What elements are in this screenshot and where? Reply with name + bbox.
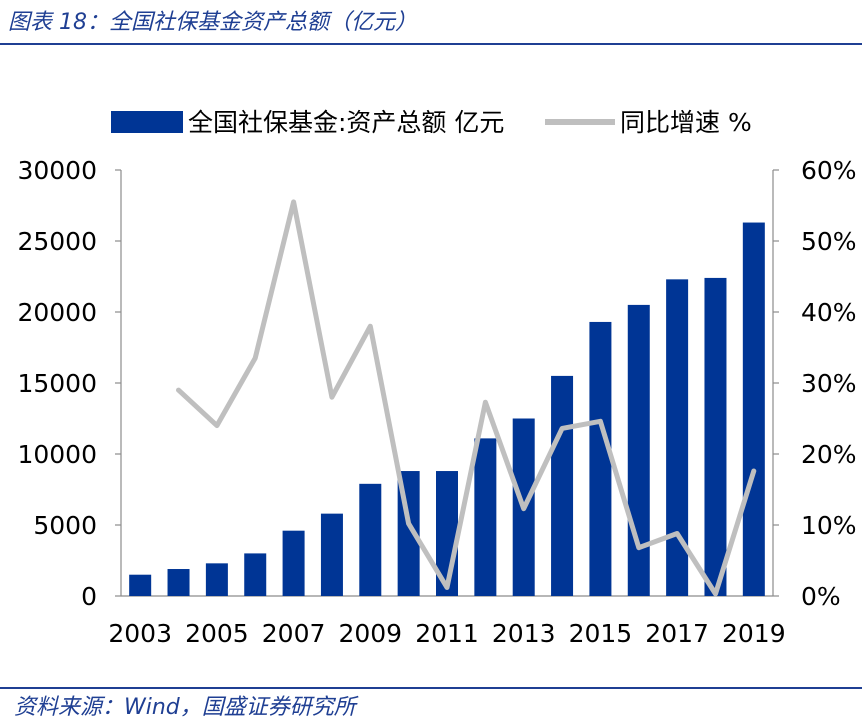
combo-chart: 全国社保基金:资产总额 亿元 同比增速 % 2003 2005 2007 2009 20… xyxy=(17,108,857,648)
y-left-tick-label: 30000 xyxy=(17,156,97,185)
y-right-tick-label: 20% xyxy=(801,440,857,469)
bar-2004 xyxy=(167,569,190,596)
x-tick-label: 2007 xyxy=(262,619,326,648)
bar-2018 xyxy=(704,277,727,596)
x-tick-label: 2017 xyxy=(645,619,709,648)
y-left-tick-label: 0 xyxy=(81,582,97,611)
y-left-tick-label: 15000 xyxy=(17,369,97,398)
y-left-tick-label: 10000 xyxy=(17,440,97,469)
y-right-tick-label: 60% xyxy=(801,156,857,185)
y-right-tick-label: 0% xyxy=(801,582,841,611)
source-divider xyxy=(0,687,862,689)
bar-2012 xyxy=(474,438,497,596)
chart-title: 图表 18：全国社保基金资产总额（亿元） xyxy=(8,10,417,35)
bar-2015 xyxy=(589,321,612,596)
x-tick-label: 2013 xyxy=(492,619,556,648)
x-tick-label: 2005 xyxy=(185,619,249,648)
bar-2006 xyxy=(244,553,267,596)
x-tick-label: 2009 xyxy=(338,619,402,648)
title-divider xyxy=(0,43,862,45)
y-right-tick-label: 10% xyxy=(801,511,857,540)
x-tick-label: 2011 xyxy=(415,619,479,648)
legend-line-label: 同比增速 % xyxy=(620,108,752,137)
growth-rate-line xyxy=(176,199,757,597)
x-tick-label: 2003 xyxy=(108,619,172,648)
y-left-tick-label: 5000 xyxy=(33,511,97,540)
y-right-tick-label: 50% xyxy=(801,227,857,256)
x-tick-label: 2015 xyxy=(569,619,633,648)
legend-bar-swatch xyxy=(111,111,183,133)
bar-2017 xyxy=(666,279,689,596)
x-axis-ticks: 2003 2005 2007 2009 2011 2013 2015 2017 2019 xyxy=(108,619,785,648)
x-tick-label: 2019 xyxy=(722,619,786,648)
bar-2005 xyxy=(205,563,228,596)
y-left-tick-label: 25000 xyxy=(17,227,97,256)
bar-2019 xyxy=(742,222,765,597)
bar-2014 xyxy=(551,375,574,596)
legend-bar-label: 全国社保基金:资产总额 亿元 xyxy=(188,108,504,137)
legend: 全国社保基金:资产总额 亿元 同比增速 % xyxy=(111,108,752,137)
line-series xyxy=(176,199,757,597)
y-left-axis-ticks: 0 5000 10000 15000 20000 25000 30000 xyxy=(17,156,121,611)
bar-2003 xyxy=(129,574,152,596)
bar-2009 xyxy=(359,483,382,596)
bar-2007 xyxy=(282,530,305,596)
y-right-axis-ticks: 0% 10% 20% 30% 40% 50% 60% xyxy=(773,156,857,611)
y-right-tick-label: 30% xyxy=(801,369,857,398)
source-note: 资料来源：Wind，国盛证券研究所 xyxy=(14,695,356,720)
bar-2016 xyxy=(627,304,650,596)
bar-2008 xyxy=(320,513,343,596)
y-right-tick-label: 40% xyxy=(801,298,857,327)
y-left-tick-label: 20000 xyxy=(17,298,97,327)
